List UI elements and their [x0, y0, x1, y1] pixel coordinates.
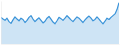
series-group: [1, 3, 119, 44]
plot: [1, 2, 120, 45]
line: [1, 3, 119, 24]
axis-line: [1, 2, 2, 45]
y-axis: [1, 2, 2, 45]
x-axis: [2, 44, 120, 45]
axis-line: [2, 44, 120, 45]
area: [1, 3, 119, 44]
chart: [0, 0, 120, 45]
